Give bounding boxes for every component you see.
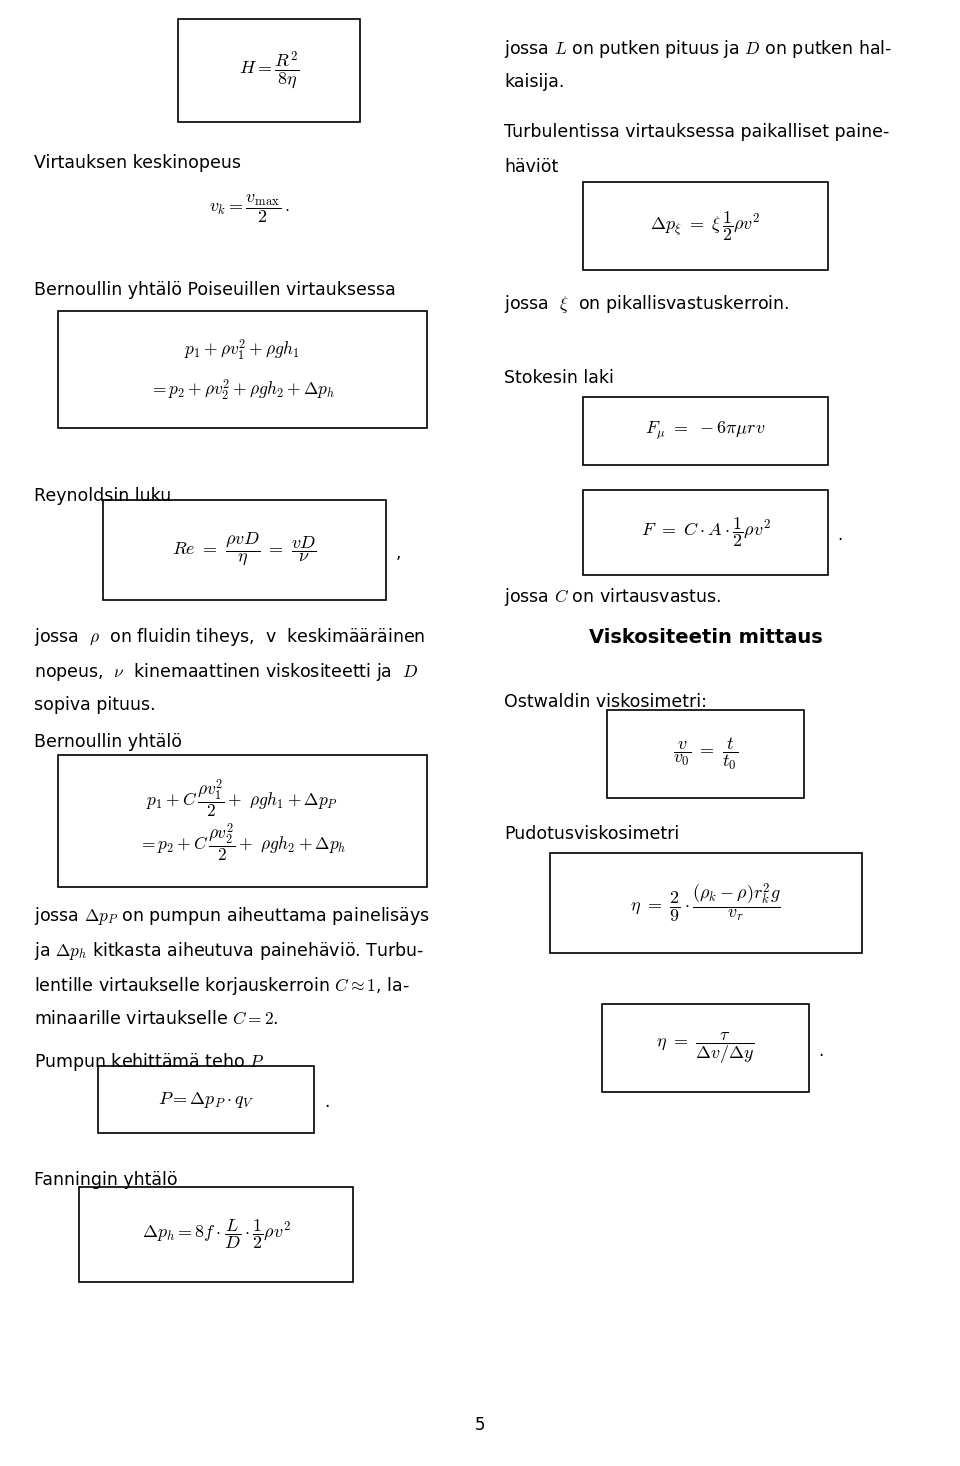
Text: jossa  $\xi$  on pikallisvastuskerroin.: jossa $\xi$ on pikallisvastuskerroin. (504, 293, 789, 315)
Bar (98, 1066, 315, 1133)
Text: minaarille virtaukselle $C = 2$.: minaarille virtaukselle $C = 2$. (34, 1010, 278, 1028)
Text: jossa $\Delta p_P$ on pumpun aiheuttama painelisäys: jossa $\Delta p_P$ on pumpun aiheuttama … (34, 905, 430, 927)
Text: $\eta\ =\ \dfrac{2}{9}\cdot\dfrac{(\rho_k - \rho)r_k^2 g}{v_r}$: $\eta\ =\ \dfrac{2}{9}\cdot\dfrac{(\rho_… (631, 881, 780, 925)
Text: .: . (324, 1094, 329, 1111)
Text: Ostwaldin viskosimetri:: Ostwaldin viskosimetri: (504, 693, 707, 711)
Text: $= p_2 + C\,\dfrac{\rho v_2^2}{2} +\ \rho g h_2 + \Delta p_h$: $= p_2 + C\,\dfrac{\rho v_2^2}{2} +\ \rh… (138, 822, 347, 863)
Bar (583, 182, 828, 270)
Text: .: . (818, 1042, 824, 1060)
Text: $\dfrac{v}{v_0}\ =\ \dfrac{t}{t_0}$: $\dfrac{v}{v_0}\ =\ \dfrac{t}{t_0}$ (673, 734, 738, 773)
Text: $H = \dfrac{R^2}{8\eta}$: $H = \dfrac{R^2}{8\eta}$ (238, 50, 300, 91)
Text: $p_1 + \rho v_1^2 + \rho g h_1$: $p_1 + \rho v_1^2 + \rho g h_1$ (184, 337, 300, 362)
Bar (178, 19, 360, 122)
Text: nopeus,  $\nu$  kinemaattinen viskositeetti ja  $D$: nopeus, $\nu$ kinemaattinen viskositeett… (34, 661, 419, 683)
Bar (58, 755, 427, 887)
Bar (549, 853, 861, 953)
Bar (583, 397, 828, 465)
Text: lentille virtaukselle korjauskerroin $C \approx 1$, la-: lentille virtaukselle korjauskerroin $C … (34, 975, 409, 997)
Text: $P = \Delta p_P \cdot q_V$: $P = \Delta p_P \cdot q_V$ (158, 1089, 254, 1110)
Bar (58, 311, 427, 428)
Bar (583, 490, 828, 575)
Bar (603, 1004, 808, 1092)
Text: $= p_2 + \rho v_2^2 + \rho g h_2 + \Delta p_h$: $= p_2 + \rho v_2^2 + \rho g h_2 + \Delt… (149, 377, 336, 402)
Text: Reynoldsin luku: Reynoldsin luku (34, 487, 171, 504)
Text: jossa $C$ on virtausvastus.: jossa $C$ on virtausvastus. (504, 586, 721, 608)
Text: $F_\mu\ =\ -6\pi\mu r v$: $F_\mu\ =\ -6\pi\mu r v$ (645, 419, 766, 443)
Text: Pudotusviskosimetri: Pudotusviskosimetri (504, 825, 680, 843)
Text: ja $\Delta p_h$ kitkasta aiheutuva painehäviö. Turbu-: ja $\Delta p_h$ kitkasta aiheutuva paine… (34, 940, 423, 962)
Text: $\eta\ =\ \dfrac{\tau}{\Delta v/\Delta y}$: $\eta\ =\ \dfrac{\tau}{\Delta v/\Delta y… (657, 1031, 755, 1066)
Text: Virtauksen keskinopeus: Virtauksen keskinopeus (34, 154, 241, 172)
Text: sopiva pituus.: sopiva pituus. (34, 696, 156, 714)
Text: jossa $L$ on putken pituus ja $D$ on putken hal-: jossa $L$ on putken pituus ja $D$ on put… (504, 38, 892, 60)
Text: ,: , (396, 544, 401, 561)
Text: $\Delta p_h = 8f \cdot \dfrac{L}{D} \cdot \dfrac{1}{2}\rho v^2$: $\Delta p_h = 8f \cdot \dfrac{L}{D} \cdo… (141, 1218, 291, 1250)
Text: $v_k = \dfrac{v_{\mathrm{max}}}{2}\,.$: $v_k = \dfrac{v_{\mathrm{max}}}{2}\,.$ (209, 192, 290, 224)
Text: $p_1 + C\,\dfrac{\rho v_1^2}{2} +\ \rho g h_1 + \Delta p_P$: $p_1 + C\,\dfrac{\rho v_1^2}{2} +\ \rho … (147, 778, 338, 819)
Text: Pumpun kehittämä teho $P$: Pumpun kehittämä teho $P$ (34, 1051, 264, 1073)
Bar (607, 710, 804, 798)
Text: Fanningin yhtälö: Fanningin yhtälö (34, 1171, 178, 1189)
Text: .: . (837, 526, 843, 544)
Text: Stokesin laki: Stokesin laki (504, 369, 613, 387)
Text: Bernoullin yhtälö Poiseuillen virtauksessa: Bernoullin yhtälö Poiseuillen virtaukses… (34, 281, 396, 299)
Text: kaisija.: kaisija. (504, 73, 564, 91)
Bar (104, 500, 386, 600)
Text: 5: 5 (475, 1416, 485, 1434)
Text: Bernoullin yhtälö: Bernoullin yhtälö (34, 733, 181, 751)
Text: $\Delta p_\xi\ =\ \xi\,\dfrac{1}{2}\rho v^2$: $\Delta p_\xi\ =\ \xi\,\dfrac{1}{2}\rho … (650, 210, 761, 242)
Bar (80, 1187, 352, 1281)
Text: $Re\ =\ \dfrac{\rho v D}{\eta}\ =\ \dfrac{v D}{\nu}$: $Re\ =\ \dfrac{\rho v D}{\eta}\ =\ \dfra… (173, 531, 317, 569)
Text: Turbulentissa virtauksessa paikalliset paine-: Turbulentissa virtauksessa paikalliset p… (504, 123, 889, 141)
Text: Viskositeetin mittaus: Viskositeetin mittaus (588, 629, 823, 647)
Text: $F\ =\ C\cdot A\cdot\dfrac{1}{2}\rho v^2$: $F\ =\ C\cdot A\cdot\dfrac{1}{2}\rho v^2… (640, 516, 771, 548)
Text: häviöt: häviöt (504, 158, 559, 176)
Text: jossa  $\rho$  on fluidin tiheys,  v  keskimääräinen: jossa $\rho$ on fluidin tiheys, v keskim… (34, 626, 425, 648)
